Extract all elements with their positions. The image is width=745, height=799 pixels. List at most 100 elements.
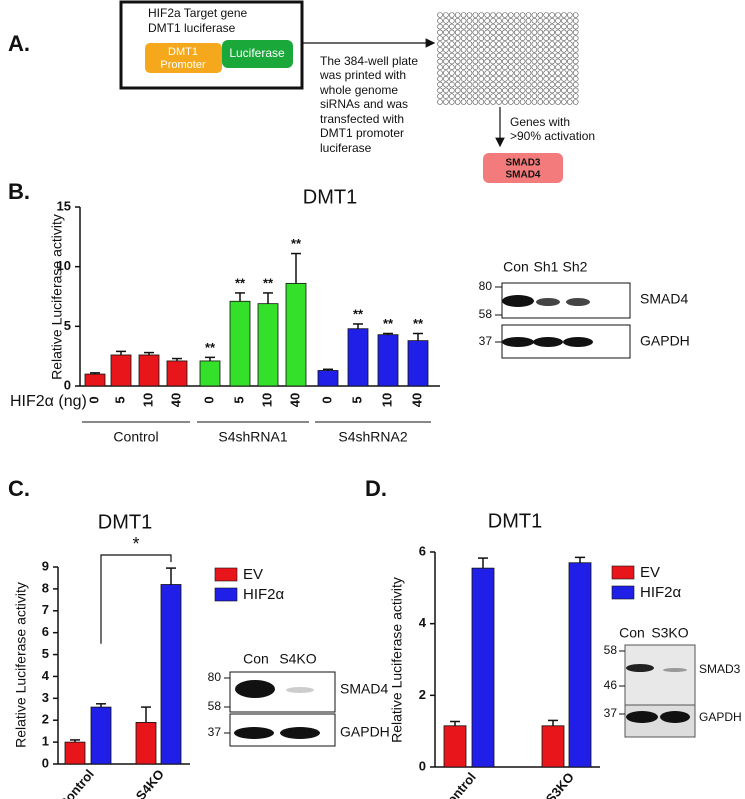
panel-label: A.: [8, 31, 30, 56]
x-axis-label: HIF2α (ng): [10, 393, 87, 410]
well: [572, 35, 579, 42]
well: [513, 23, 520, 30]
well: [466, 81, 473, 88]
well: [466, 46, 473, 53]
well: [537, 52, 544, 59]
well: [549, 41, 555, 47]
lane-label: Con: [243, 651, 269, 667]
well: [525, 58, 532, 65]
well: [443, 46, 449, 53]
well: [537, 35, 544, 42]
well: [555, 29, 561, 36]
y-axis-label: Relative Luciferase activity: [389, 577, 405, 743]
well: [543, 76, 550, 82]
well: [502, 64, 508, 70]
well: [443, 99, 449, 105]
well: [555, 99, 561, 105]
well: [448, 70, 455, 76]
well: [525, 81, 532, 88]
well: [537, 46, 544, 53]
panel-label: D.: [365, 476, 387, 501]
well: [490, 12, 496, 18]
well: [513, 46, 520, 53]
band: [280, 727, 320, 739]
well: [507, 99, 514, 105]
well: [478, 93, 485, 99]
well: [572, 64, 579, 70]
well: [454, 23, 461, 30]
well: [443, 76, 449, 82]
marker: 80: [208, 670, 222, 684]
well: [490, 46, 496, 53]
blot: Con S3KO 58 46 SMAD3 37 GAPDH: [604, 625, 742, 738]
well: [502, 87, 508, 94]
well: [531, 70, 538, 76]
well: [549, 12, 555, 18]
well: [484, 93, 491, 99]
well: [519, 70, 526, 76]
significance: **: [353, 306, 364, 321]
well: [572, 81, 579, 88]
x-tick-label: 0: [319, 396, 334, 403]
well: [460, 23, 467, 30]
x-tick-label: 0: [86, 396, 101, 403]
well: [507, 46, 514, 53]
well: [454, 70, 461, 76]
well: [543, 17, 550, 24]
well: [561, 52, 567, 59]
well: [448, 29, 455, 36]
well: [460, 93, 467, 99]
well: [531, 29, 538, 36]
y-tick-label: 3: [42, 690, 49, 705]
bar: [84, 373, 106, 387]
y-axis-label: Relative Luciferase activity: [13, 582, 29, 748]
lane-label: S4KO: [279, 651, 316, 667]
bar: [64, 741, 86, 765]
well: [572, 12, 579, 18]
plate: [437, 12, 579, 105]
well: [513, 76, 520, 82]
plate-note: luciferase: [320, 141, 372, 155]
well: [525, 46, 532, 53]
well: [448, 52, 455, 59]
y-tick-label: 2: [42, 712, 49, 727]
well: [519, 87, 526, 94]
well: [466, 23, 473, 30]
well: [572, 29, 579, 36]
plate-note: whole genome: [319, 83, 398, 97]
plate-note: was printed with: [319, 68, 406, 82]
well: [549, 70, 555, 76]
well: [513, 93, 520, 99]
well: [443, 12, 449, 18]
band: [626, 711, 658, 723]
well: [437, 23, 443, 30]
well: [537, 23, 544, 30]
well: [525, 17, 532, 24]
well: [507, 35, 514, 42]
well: [555, 81, 561, 88]
well: [549, 58, 555, 65]
well: [555, 93, 561, 99]
promoter-label: DMT1: [168, 46, 198, 58]
well: [549, 29, 555, 36]
well: [472, 58, 479, 65]
plate-note: DMT1 promoter: [320, 126, 404, 140]
well: [472, 41, 479, 47]
well: [466, 12, 473, 18]
well: [531, 87, 538, 94]
well: [555, 46, 561, 53]
well: [572, 46, 579, 53]
marker: 37: [479, 334, 493, 348]
well: [502, 76, 508, 82]
well: [531, 41, 538, 47]
well: [490, 70, 496, 76]
well: [437, 17, 443, 24]
well: [472, 81, 479, 88]
well: [525, 93, 532, 99]
well: [478, 99, 485, 105]
well: [543, 64, 550, 70]
well: [443, 58, 449, 65]
well: [525, 87, 532, 94]
y-tick-label: 2: [419, 687, 426, 702]
well: [496, 58, 502, 65]
